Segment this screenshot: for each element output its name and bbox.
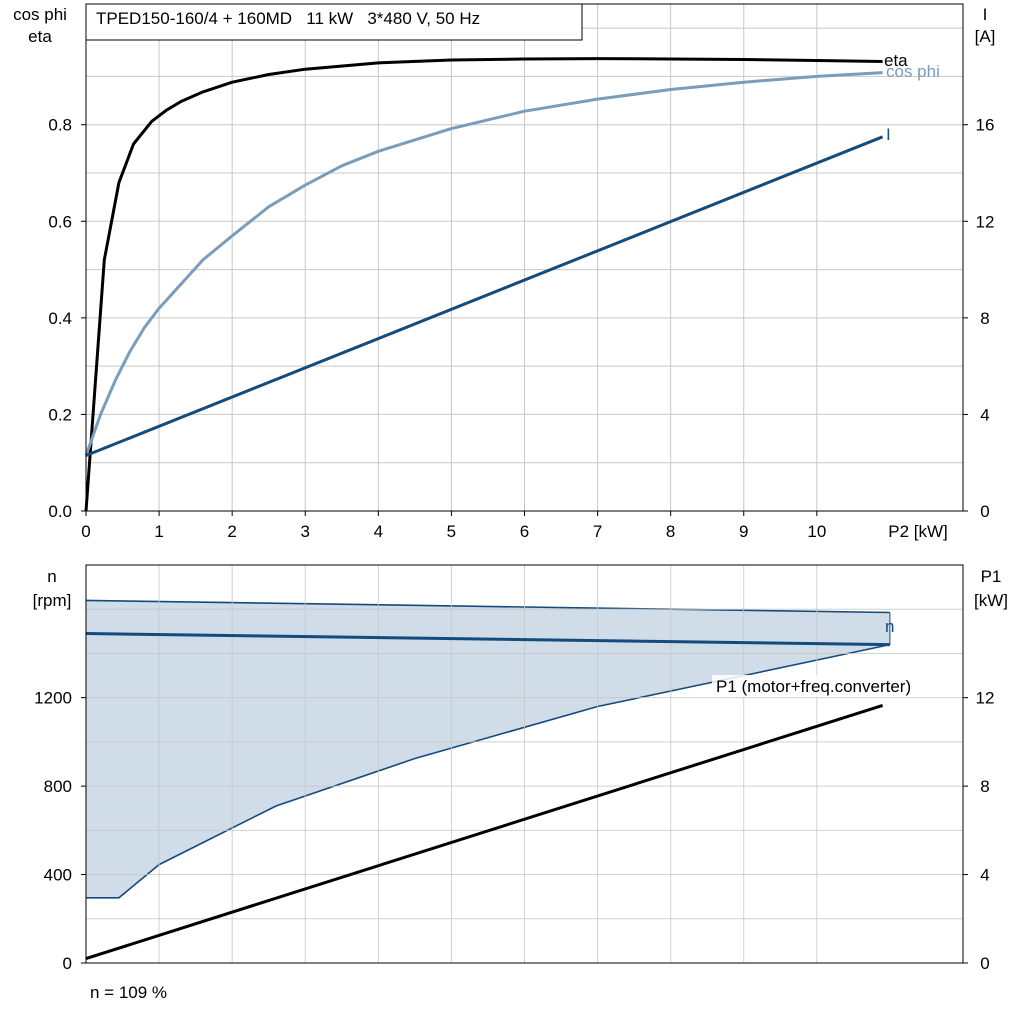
x-tick-label: 4 <box>374 522 383 541</box>
x-tick-label: 9 <box>739 522 748 541</box>
bottom-series-labels: n P1 (motor+freq.converter) <box>712 617 962 697</box>
x-tick-label: 7 <box>593 522 602 541</box>
y-tick-label-right: 4 <box>980 405 989 424</box>
top-x-ticks: 0 1 2 3 4 5 6 7 8 9 10 <box>81 511 826 541</box>
x-tick-label: 0 <box>81 522 90 541</box>
left-axis-label-eta: eta <box>28 27 52 46</box>
y-tick-label-right: 4 <box>980 866 989 885</box>
y-tick-label-left: 0.0 <box>48 502 72 521</box>
left-axis-label-n: n <box>47 567 56 586</box>
y-tick-label-left: 800 <box>44 777 72 796</box>
y-tick-label-right: 12 <box>976 212 995 231</box>
y-tick-label-right: 8 <box>980 309 989 328</box>
speed-range-area <box>86 600 890 898</box>
x-axis-label: P2 [kW] <box>888 522 948 541</box>
series-label-eta: eta <box>884 51 908 70</box>
bottom-y-ticks-left: 0 400 800 1200 <box>34 689 86 973</box>
series-line-cos-phi <box>84 71 883 457</box>
y-tick-label-right: 16 <box>976 116 995 135</box>
y-tick-label-right: 8 <box>980 777 989 796</box>
bottom-y-ticks-right: 0 4 8 12 <box>963 689 994 973</box>
top-y-ticks-right: 0 4 8 12 16 <box>963 116 994 521</box>
x-tick-label: 10 <box>807 522 826 541</box>
bottom-series <box>85 632 890 961</box>
series-label-p1: P1 (motor+freq.converter) <box>716 677 911 696</box>
y-tick-label-left: 0.2 <box>48 405 72 424</box>
x-tick-label: 1 <box>154 522 163 541</box>
speed-range-upper-edge <box>85 599 890 614</box>
x-tick-label: 6 <box>520 522 529 541</box>
x-tick-label: 3 <box>301 522 310 541</box>
speed-note: n = 109 % <box>90 983 167 1002</box>
bottom-plot-frame <box>85 564 964 964</box>
y-tick-label-left: 0 <box>63 954 72 973</box>
top-y-ticks-left: 0.0 0.2 0.4 0.6 0.8 <box>48 116 86 521</box>
right-axis-label-i: I <box>983 5 988 24</box>
bottom-grid <box>86 565 963 963</box>
chart-title: TPED150-160/4 + 160MD 11 kW 3*480 V, 50 … <box>96 9 480 28</box>
series-line-p1 <box>85 703 884 961</box>
bottom-panel: 0 400 800 1200 0 4 8 12 n [rpm] P1 [kW] n P1 (m… <box>33 564 1008 1002</box>
y-tick-label-right: 12 <box>976 689 995 708</box>
y-tick-label-left: 0.8 <box>48 116 72 135</box>
y-tick-label-left: 0.4 <box>48 309 72 328</box>
y-tick-label-right: 0 <box>980 502 989 521</box>
right-axis-label-unit-kw: [kW] <box>974 591 1008 610</box>
y-tick-label-left: 400 <box>44 866 72 885</box>
y-tick-label-right: 0 <box>980 954 989 973</box>
bottom-band <box>85 599 891 899</box>
top-series <box>84 57 884 512</box>
series-label-n: n <box>885 617 894 636</box>
left-axis-label-cos-phi: cos phi <box>13 5 67 24</box>
series-line-n <box>85 632 890 647</box>
right-axis-label-p1: P1 <box>981 567 1002 586</box>
series-label-current: I <box>886 125 891 144</box>
y-tick-label-left: 1200 <box>34 689 72 708</box>
x-tick-label: 2 <box>227 522 236 541</box>
x-tick-label: 8 <box>666 522 675 541</box>
x-tick-label: 5 <box>447 522 456 541</box>
left-axis-label-rpm: [rpm] <box>33 591 72 610</box>
series-line-eta <box>84 57 883 512</box>
series-label-cos-phi: cos phi <box>886 62 940 81</box>
p1-label-bg <box>712 675 962 697</box>
title-box <box>85 3 583 41</box>
y-tick-label-left: 0.6 <box>48 212 72 231</box>
series-line-current <box>85 135 884 457</box>
top-grid <box>86 4 963 511</box>
right-axis-label-unit-a: [A] <box>975 27 996 46</box>
